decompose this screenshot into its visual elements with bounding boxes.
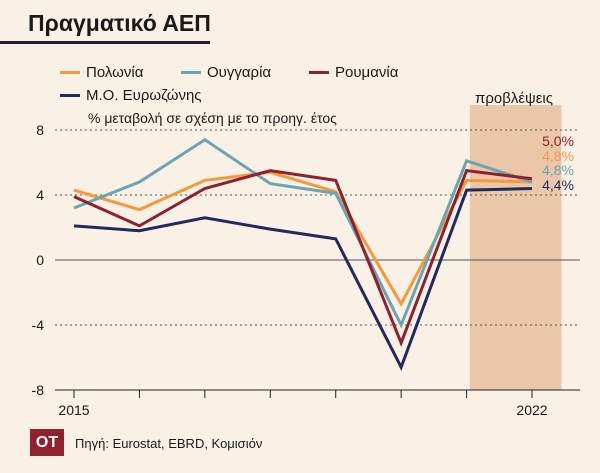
y-tick-label: -4	[32, 317, 45, 333]
series-line	[73, 187, 533, 371]
y-tick-label: 0	[36, 252, 44, 268]
series-end-label: 4,8%	[542, 148, 574, 164]
chart-title: Πραγματικό ΑΕΠ	[28, 10, 211, 36]
legend-label: Πολωνία	[86, 64, 144, 81]
legend-label: Ρουμανία	[335, 64, 399, 81]
legend-label: Ουγγαρία	[207, 64, 272, 81]
x-tick-label: 2015	[58, 402, 89, 418]
y-tick-label: 8	[36, 122, 44, 138]
forecast-label: προβλέψεις	[475, 90, 553, 107]
ot-logo: OT	[30, 429, 64, 456]
legend-swatch	[309, 71, 329, 74]
forecast-band	[469, 105, 562, 390]
y-tick-label: 4	[36, 187, 44, 203]
legend-item-hungary: Ουγγαρία	[181, 64, 271, 81]
y-tick-label: -8	[32, 382, 45, 398]
x-tick-label: 2022	[516, 402, 547, 418]
legend-item-eurozone: Μ.Ο. Ευρωζώνης	[60, 87, 202, 104]
legend-item-romania: Ρουμανία	[309, 64, 398, 81]
legend-swatch	[60, 94, 80, 97]
series-line	[73, 168, 533, 347]
chart-subtitle: % μεταβολή σε σχέση με το προηγ. έτος	[88, 110, 337, 126]
legend-label: Μ.Ο. Ευρωζώνης	[86, 87, 202, 104]
series-end-label: 5,0%	[542, 133, 574, 149]
series-end-label: 4,8%	[542, 162, 574, 178]
series-line	[73, 137, 533, 329]
legend-swatch	[60, 71, 80, 74]
legend-item-poland: Πολωνία	[60, 64, 143, 81]
legend-swatch	[181, 71, 201, 74]
source-note: Πηγή: Eurostat, EBRD, Κομισιόν	[75, 436, 263, 451]
series-end-label: 4,4%	[542, 177, 574, 193]
series-line	[73, 170, 533, 307]
title-rule	[0, 41, 210, 44]
